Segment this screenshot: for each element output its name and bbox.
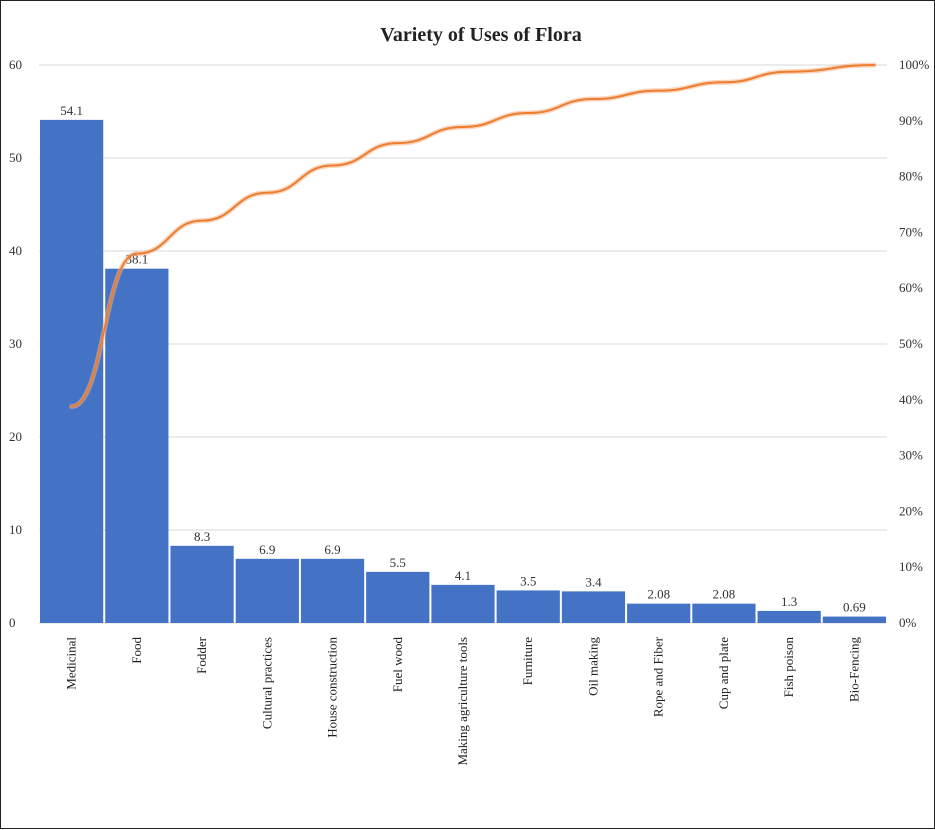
cumulative-line-glow: [72, 65, 875, 406]
bar: [170, 546, 233, 623]
y-tick-label: 40: [9, 243, 22, 258]
bar: [301, 559, 364, 623]
y2-tick-label: 100%: [899, 57, 930, 72]
bar-value-label: 3.4: [585, 574, 602, 589]
y2-tick-label: 40%: [899, 392, 923, 407]
y-tick-label: 30: [9, 336, 22, 351]
y2-tick-label: 20%: [899, 503, 923, 518]
y-tick-label: 20: [9, 429, 22, 444]
category-label: Bio-Fencing: [846, 637, 861, 702]
category-label: Fish poison: [781, 637, 796, 698]
bar: [497, 590, 560, 623]
bar-value-label: 4.1: [455, 568, 471, 583]
bar-value-label: 0.69: [843, 600, 866, 615]
bar: [692, 604, 755, 623]
category-label: Cup and plate: [716, 637, 731, 709]
bar-value-label: 2.08: [647, 587, 670, 602]
bar-value-label: 5.5: [390, 555, 406, 570]
category-label: Rope and Fiber: [651, 636, 666, 717]
y2-tick-label: 30%: [899, 448, 923, 463]
chart-title: Variety of Uses of Flora: [380, 24, 581, 46]
y2-tick-label: 60%: [899, 280, 923, 295]
y2-tick-label: 10%: [899, 559, 923, 574]
bar: [366, 572, 429, 623]
bar-value-label: 6.9: [324, 542, 340, 557]
bar-value-label: 2.08: [713, 587, 736, 602]
y-tick-label: 0: [9, 615, 16, 630]
bar: [562, 591, 625, 623]
category-label: Fodder: [194, 636, 209, 674]
y-axis-left: 0 10 20 30 40 50 60: [9, 57, 22, 630]
y-tick-label: 60: [9, 57, 22, 72]
category-label: Food: [129, 637, 144, 664]
cumulative-line-path: [72, 65, 875, 406]
y2-tick-label: 0%: [899, 615, 917, 630]
category-label: Fuel wood: [390, 637, 405, 693]
category-label: House construction: [325, 637, 340, 738]
bars: [40, 120, 886, 623]
bar-value-label: 1.3: [781, 594, 797, 609]
category-label: Furniture: [520, 637, 535, 686]
category-label: Making agriculture tools: [455, 637, 470, 766]
bar: [431, 585, 494, 623]
bar: [758, 611, 821, 623]
bar: [105, 269, 168, 623]
y2-tick-label: 90%: [899, 113, 923, 128]
bar-value-label: 3.5: [520, 573, 536, 588]
category-label: Medicinal: [64, 637, 79, 690]
category-label: Cultural practices: [259, 637, 274, 729]
bar-value-label: 6.9: [259, 542, 275, 557]
y-axis-right: 0% 10% 20% 30% 40% 50% 60% 70% 80% 90% 100%: [899, 57, 930, 630]
y2-tick-label: 50%: [899, 336, 923, 351]
bar-value-label: 54.1: [60, 103, 83, 118]
x-axis: Medicinal Food Fodder Cultural practices Hou…: [64, 636, 862, 765]
bar: [236, 559, 299, 623]
cumulative-line: [72, 65, 875, 407]
bar-value-label: 8.3: [194, 529, 210, 544]
y-tick-label: 10: [9, 522, 22, 537]
y-tick-label: 50: [9, 150, 22, 165]
y2-tick-label: 80%: [899, 169, 923, 184]
bar: [823, 617, 886, 623]
category-label: Oil making: [585, 637, 600, 696]
bar: [627, 604, 690, 623]
y2-tick-label: 70%: [899, 224, 923, 239]
